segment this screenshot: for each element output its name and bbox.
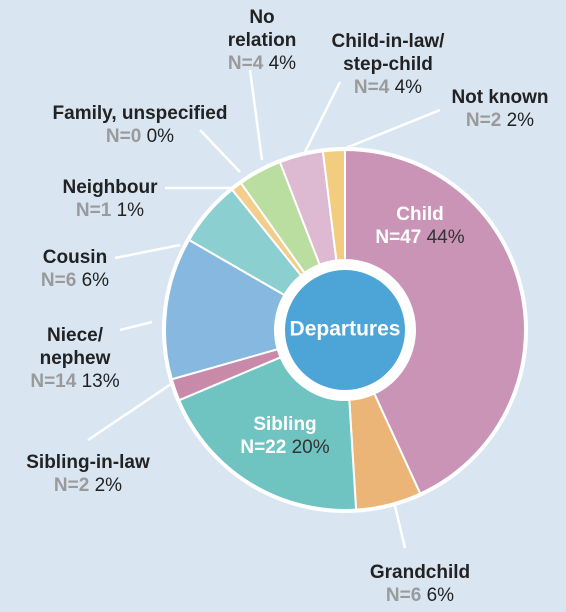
slice-value: N=2 2% bbox=[466, 110, 534, 131]
slice-value: N=6 6% bbox=[41, 270, 109, 291]
slice-value: N=6 6% bbox=[386, 585, 454, 606]
value-label: 4% bbox=[269, 53, 297, 74]
slice-label: nephew bbox=[40, 348, 111, 369]
slice-label: Cousin bbox=[43, 247, 107, 268]
n-label: N=14 bbox=[30, 371, 76, 392]
slice-label: Child-in-law/ bbox=[332, 31, 446, 52]
slice-value: N=47 44% bbox=[375, 227, 464, 248]
slice bbox=[177, 355, 358, 511]
value-label: 6% bbox=[82, 270, 110, 291]
slice-label: relation bbox=[228, 30, 297, 51]
slice-value: N=2 2% bbox=[54, 475, 122, 496]
slice-label: Sibling-in-law bbox=[26, 452, 150, 473]
slice-value: N=14 13% bbox=[30, 371, 119, 392]
value-label: 4% bbox=[395, 77, 423, 98]
value-label: 6% bbox=[427, 585, 455, 606]
slice-label: Niece/ bbox=[47, 325, 104, 346]
slice-label: Sibling bbox=[253, 414, 316, 435]
value-label: 1% bbox=[117, 200, 145, 221]
slice-label: Not known bbox=[451, 87, 548, 108]
slice-value: N=4 4% bbox=[228, 53, 296, 74]
slice-label: Grandchild bbox=[370, 562, 470, 583]
n-label: N=6 bbox=[386, 585, 421, 606]
n-label: N=6 bbox=[41, 270, 76, 291]
n-label: N=1 bbox=[76, 200, 112, 221]
slice-value: N=0 0% bbox=[106, 126, 174, 147]
n-label: N=4 bbox=[228, 53, 264, 74]
slice-value: N=1 1% bbox=[76, 200, 144, 221]
value-label: 2% bbox=[507, 110, 535, 131]
slice-label: step-child bbox=[343, 54, 433, 75]
n-label: N=2 bbox=[466, 110, 501, 131]
n-label: N=47 bbox=[375, 227, 421, 248]
n-label: N=2 bbox=[54, 475, 89, 496]
slice-value: N=22 20% bbox=[240, 437, 329, 458]
value-label: 13% bbox=[82, 371, 120, 392]
n-label: N=22 bbox=[240, 437, 286, 458]
slice bbox=[321, 148, 346, 262]
n-label: N=0 bbox=[106, 126, 141, 147]
value-label: 2% bbox=[95, 475, 123, 496]
center-disc bbox=[285, 270, 405, 390]
n-label: N=4 bbox=[354, 77, 390, 98]
slice-label: Child bbox=[396, 204, 444, 225]
leader-lines bbox=[87, 69, 441, 549]
center-label: Departures bbox=[290, 318, 401, 341]
value-label: 20% bbox=[292, 437, 330, 458]
slice bbox=[344, 148, 526, 495]
value-label: 44% bbox=[427, 227, 465, 248]
slice-label: Family, unspecified bbox=[53, 103, 228, 124]
value-label: 0% bbox=[147, 126, 175, 147]
slice-label: Neighbour bbox=[63, 177, 159, 198]
slice-value: N=4 4% bbox=[354, 77, 422, 98]
slice-label: No bbox=[249, 7, 274, 28]
